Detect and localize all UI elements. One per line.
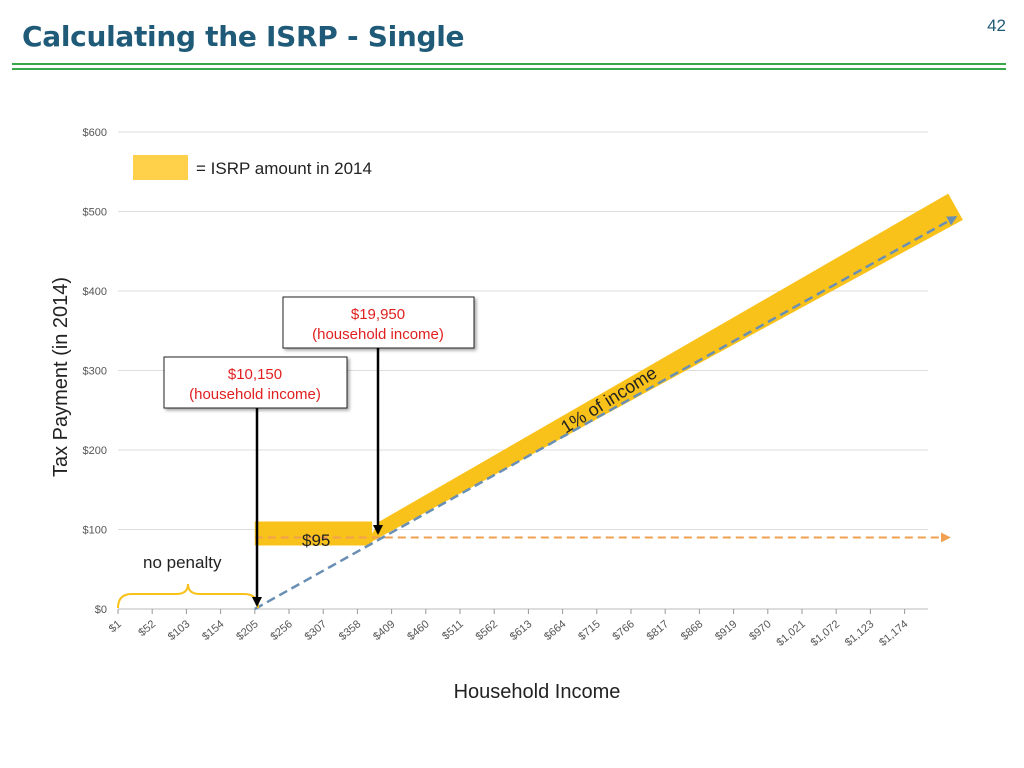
legend-swatch <box>133 155 188 180</box>
x-tick-label: $1,021 <box>774 618 807 649</box>
page-number: 42 <box>987 16 1006 35</box>
x-axis-title: Household Income <box>454 681 621 703</box>
x-tick-label: $511 <box>440 618 466 642</box>
x-tick-label: $358 <box>337 618 363 643</box>
x-tick-label: $1,123 <box>843 618 876 649</box>
title-rule-bottom <box>12 68 1006 70</box>
x-tick-label: $205 <box>234 618 260 643</box>
x-tick-label: $154 <box>200 618 226 643</box>
x-tick-label: $562 <box>474 618 500 643</box>
x-tick-label: $715 <box>576 618 602 643</box>
callout-2-box <box>282 296 475 349</box>
x-tick-label: $460 <box>405 618 431 643</box>
no-penalty-label: no penalty <box>143 553 222 572</box>
y-tick-label: $400 <box>83 286 107 298</box>
x-tick-label: $613 <box>508 618 534 643</box>
y-tick-label: $600 <box>83 127 107 139</box>
isrp-band-slope <box>364 193 963 546</box>
page-title: Calculating the ISRP - Single <box>22 20 465 53</box>
callout-2-label: (household income) <box>312 326 444 343</box>
y-tick-label: $0 <box>95 604 107 616</box>
y-tick-label: $100 <box>83 525 107 537</box>
y-axis-title: Tax Payment (in 2014) <box>50 277 72 477</box>
y-tick-label: $500 <box>83 207 107 219</box>
x-tick-label: $1 <box>107 618 124 635</box>
x-tick-label: $307 <box>303 618 329 643</box>
x-tick-label: $256 <box>268 618 294 643</box>
x-tick-label: $664 <box>542 618 568 643</box>
x-tick-label: $970 <box>747 618 773 643</box>
x-tick-label: $919 <box>713 618 739 643</box>
x-tick-label: $817 <box>645 618 671 643</box>
callout-2-amount: $19,950 <box>351 306 405 323</box>
callout-1-box <box>163 356 348 409</box>
x-tick-label: $1,174 <box>877 618 910 649</box>
x-tick-label: $409 <box>371 618 397 643</box>
callout-1-amount: $10,150 <box>228 366 282 383</box>
x-tick-label: $52 <box>136 618 158 639</box>
isrp-band-flat <box>254 521 373 546</box>
y-tick-label: $300 <box>83 366 107 378</box>
legend-label: = ISRP amount in 2014 <box>196 159 372 178</box>
callout-1-label: (household income) <box>189 386 321 403</box>
title-rule-top <box>12 63 1006 65</box>
one-percent-label: 1% of income <box>557 363 660 438</box>
one-percent-line <box>254 215 958 611</box>
x-tick-label: $103 <box>166 618 192 643</box>
y-tick-label: $200 <box>83 445 107 457</box>
x-tick-label: $1,072 <box>809 618 842 649</box>
no-penalty-brace <box>117 583 259 609</box>
x-tick-label: $868 <box>679 618 705 643</box>
x-tick-label: $766 <box>610 618 636 643</box>
flat-amount-label: $95 <box>302 531 330 550</box>
